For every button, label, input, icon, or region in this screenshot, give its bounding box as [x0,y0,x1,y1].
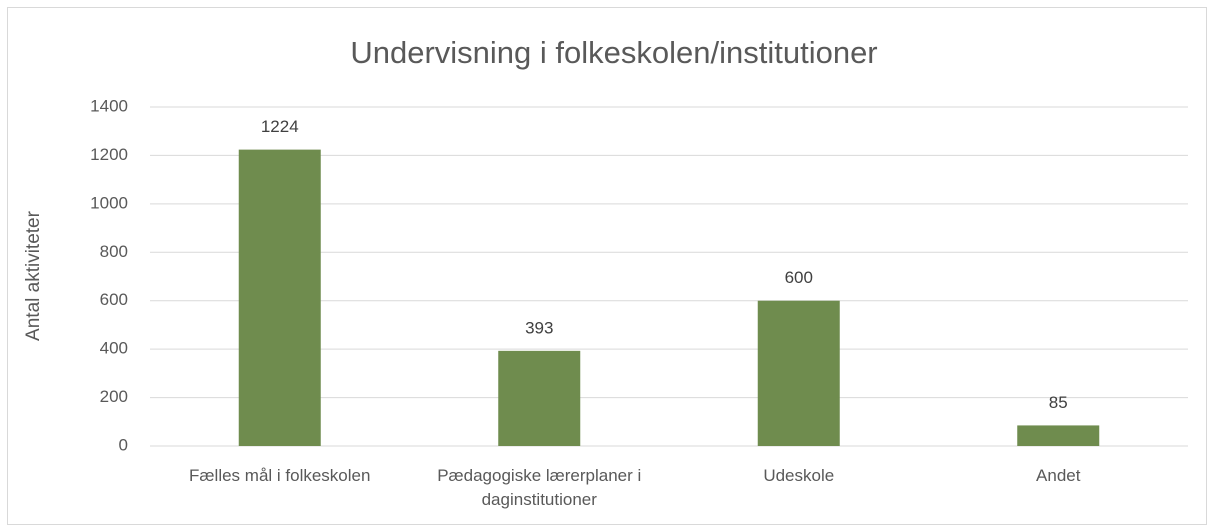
data-label: 1224 [261,117,299,136]
y-tick-label: 600 [100,290,128,309]
data-label: 600 [785,268,813,287]
chart-border [7,7,1207,525]
x-tick-label: Fælles mål i folkeskolen [189,466,371,485]
y-tick-label: 400 [100,339,128,358]
y-tick-label: 1000 [90,193,128,212]
y-tick-label: 0 [119,435,128,454]
bar [238,149,321,447]
chart-title: Undervisning i folkeskolen/institutioner [350,35,877,70]
x-tick-label: Pædagogiske lærerplaner i daginstitution… [437,466,642,509]
bar [1017,425,1100,446]
y-tick-label: 800 [100,242,128,261]
y-tick-label: 1200 [90,145,128,164]
data-label: 85 [1049,393,1068,412]
y-tick-label: 1400 [90,96,128,115]
bar [498,350,581,446]
y-tick-label: 200 [100,387,128,406]
x-tick-label: Andet [1036,466,1081,485]
y-axis-label: Antal aktiviteter [23,210,44,341]
x-tick-label: Udeskole [763,466,835,485]
data-label: 393 [525,318,553,337]
bar [757,300,840,446]
